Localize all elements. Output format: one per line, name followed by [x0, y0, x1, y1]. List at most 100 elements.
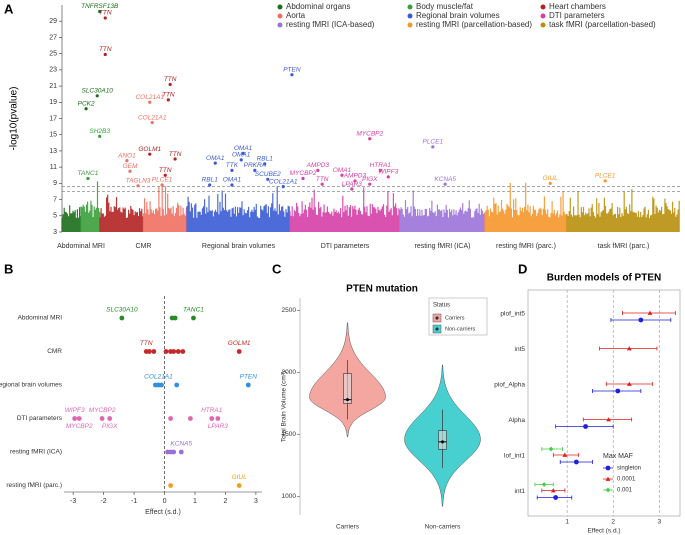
legend-label: Non-carriers: [445, 326, 476, 332]
legend-marker: [540, 4, 546, 10]
background-points: [484, 182, 567, 232]
row-label: DTI parameters: [17, 415, 63, 422]
gene-label: PIGX: [102, 423, 118, 430]
effect-point: [175, 349, 181, 354]
y-axis-title: Total Brain Volume (cm³): [281, 371, 288, 442]
x-axis-title: Effect (s.d.): [145, 509, 181, 516]
hit-point: [431, 145, 435, 149]
hit-point: [128, 169, 132, 173]
gene-label: PLCE1: [152, 177, 173, 184]
gene-label: COL21A1: [138, 114, 167, 121]
hit-point: [95, 94, 99, 98]
effect-point: [107, 416, 113, 421]
effect-point: [191, 315, 196, 321]
group-label: resting fMRI (parc.): [496, 243, 556, 250]
gene-label: KCNA5: [434, 176, 456, 183]
legend-label: Heart chambers: [549, 2, 606, 11]
panel-letter: B: [4, 261, 13, 276]
estimate-marker: [541, 482, 547, 487]
gene-label: TTN: [162, 92, 175, 99]
estimate-marker: [606, 417, 612, 422]
gene-label: TTN: [164, 76, 177, 83]
gene-label: SLC30A10: [81, 88, 113, 95]
hit-point: [241, 151, 245, 155]
hit-point: [84, 107, 88, 111]
legend-label: resting fMRI (ICA-based): [286, 20, 375, 29]
gene-label: TANC1: [183, 307, 204, 314]
legend-label: 0.0001: [617, 477, 636, 483]
box: [343, 373, 352, 404]
gene-label: TTN: [140, 340, 153, 347]
gene-label: TNFRSF13B: [81, 3, 119, 10]
gene-label: OMA1: [206, 155, 225, 162]
effect-point: [172, 315, 178, 321]
legend-key-diamond: [435, 316, 439, 320]
y-tick-label: 23: [49, 67, 57, 74]
effect-point: [174, 382, 180, 388]
gene-label: COL21A1: [135, 94, 164, 101]
legend-marker: [407, 4, 413, 10]
x-tick-label: 3: [254, 498, 258, 505]
legend-label: Aorta: [286, 11, 306, 20]
background-points: [99, 194, 144, 232]
y-tick-label: 11: [50, 164, 57, 171]
background-points: [186, 186, 290, 232]
row-label: Abdominal MRI: [18, 315, 63, 322]
x-tick-label: 1: [193, 498, 197, 505]
gene-label: PRKRA: [244, 162, 266, 169]
hit-point: [386, 175, 390, 179]
hit-point: [136, 184, 140, 188]
gene-label: GOLM1: [138, 146, 161, 153]
legend-marker: [540, 13, 546, 19]
effect-point: [119, 315, 125, 321]
gene-label: SLC30A10: [106, 307, 138, 314]
row-label: int5: [515, 346, 526, 353]
gene-label: TTN: [99, 10, 112, 17]
estimate-marker: [615, 388, 621, 394]
background-points: [399, 190, 486, 232]
x-tick-label: 2: [223, 498, 227, 505]
gene-label: LPAR3: [208, 423, 228, 430]
effect-point: [163, 349, 169, 354]
hit-point: [290, 73, 294, 77]
hit-point: [443, 182, 447, 186]
estimate-marker: [638, 317, 644, 323]
gene-label: TTN: [169, 151, 182, 158]
y-tick-label: 5: [53, 213, 57, 220]
hit-point: [148, 152, 152, 156]
gene-label: TTN: [99, 46, 112, 53]
hit-point: [125, 159, 129, 163]
x-tick-label: 0: [163, 498, 167, 505]
gene-label: ANO1: [117, 152, 136, 159]
hit-point: [301, 176, 305, 181]
gene-label: SH2B3: [89, 128, 110, 135]
gene-label: GIUL: [232, 474, 248, 481]
effect-point: [168, 416, 174, 421]
y-tick-label: 2500: [282, 307, 297, 314]
effect-point: [188, 416, 193, 421]
gene-label: GOLM1: [228, 340, 251, 347]
hit-point: [103, 52, 107, 57]
x-tick-label: -1: [131, 498, 137, 505]
y-axis-title: -log10(pvalue): [9, 87, 20, 151]
group-label: resting fMRI (ICA): [414, 243, 470, 250]
x-axis-title: Effect (s.d.): [587, 528, 620, 535]
hit-point: [603, 179, 607, 183]
panel-letter: D: [518, 261, 527, 276]
legend-marker: [407, 22, 413, 28]
legend-label: resting fMRI (parcellation-based): [416, 20, 532, 29]
gene-label: MYCBP2: [66, 423, 93, 430]
hit-point: [166, 98, 170, 102]
estimate-marker: [562, 452, 568, 457]
hit-point: [378, 168, 382, 172]
x-tick-label: Non-carriers: [425, 524, 462, 531]
row-label: lof_int1: [504, 453, 525, 460]
hit-point: [548, 181, 552, 185]
effect-point: [168, 483, 174, 488]
effect-point: [209, 416, 215, 421]
hit-point: [86, 176, 90, 181]
x-tick-label: -2: [100, 498, 106, 505]
background-points: [566, 189, 680, 232]
x-tick-label: -3: [70, 498, 76, 505]
x-tick-label: 1: [565, 519, 569, 526]
